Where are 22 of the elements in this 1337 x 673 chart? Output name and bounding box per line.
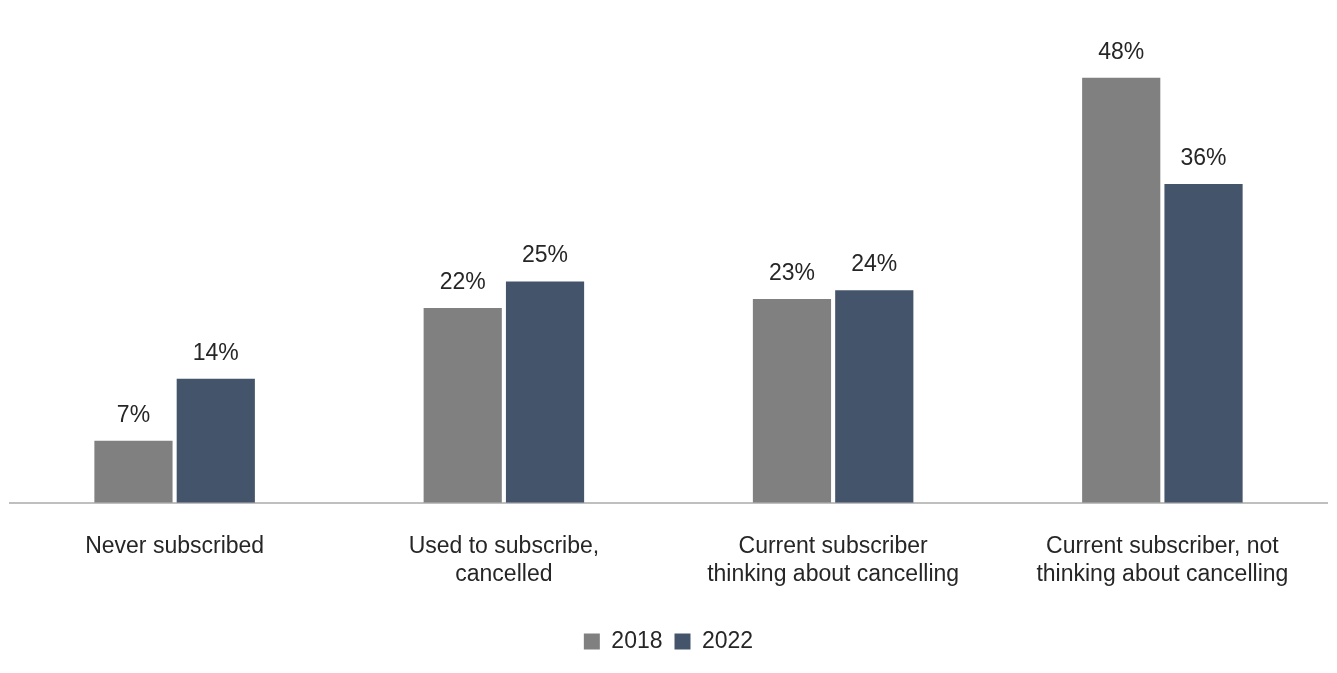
legend-label: 2022 bbox=[702, 626, 754, 653]
data-label: 24% bbox=[851, 250, 898, 277]
x-tick-label: Current subscriber, not thinking about cancelling bbox=[1036, 531, 1289, 586]
data-label: 36% bbox=[1180, 143, 1227, 170]
data-label: 25% bbox=[522, 241, 569, 268]
x-tick-label: Used to subscribe, cancelled bbox=[408, 531, 600, 586]
data-label: 14% bbox=[192, 338, 239, 365]
bar bbox=[835, 290, 914, 503]
x-tick-label: Never subscribed bbox=[85, 531, 265, 558]
legend-label: 2018 bbox=[611, 626, 663, 653]
bar bbox=[505, 281, 585, 503]
data-label: 7% bbox=[116, 400, 151, 427]
bar bbox=[752, 299, 832, 503]
bar bbox=[1164, 183, 1243, 503]
x-tick-label: Current subscriber thinking about cancelling bbox=[707, 531, 960, 586]
data-label: 23% bbox=[768, 258, 815, 285]
bar bbox=[94, 440, 173, 503]
bar bbox=[176, 378, 255, 503]
bar bbox=[1082, 77, 1161, 503]
data-label: 22% bbox=[439, 267, 486, 294]
data-label: 48% bbox=[1098, 37, 1145, 64]
bar bbox=[423, 307, 502, 503]
